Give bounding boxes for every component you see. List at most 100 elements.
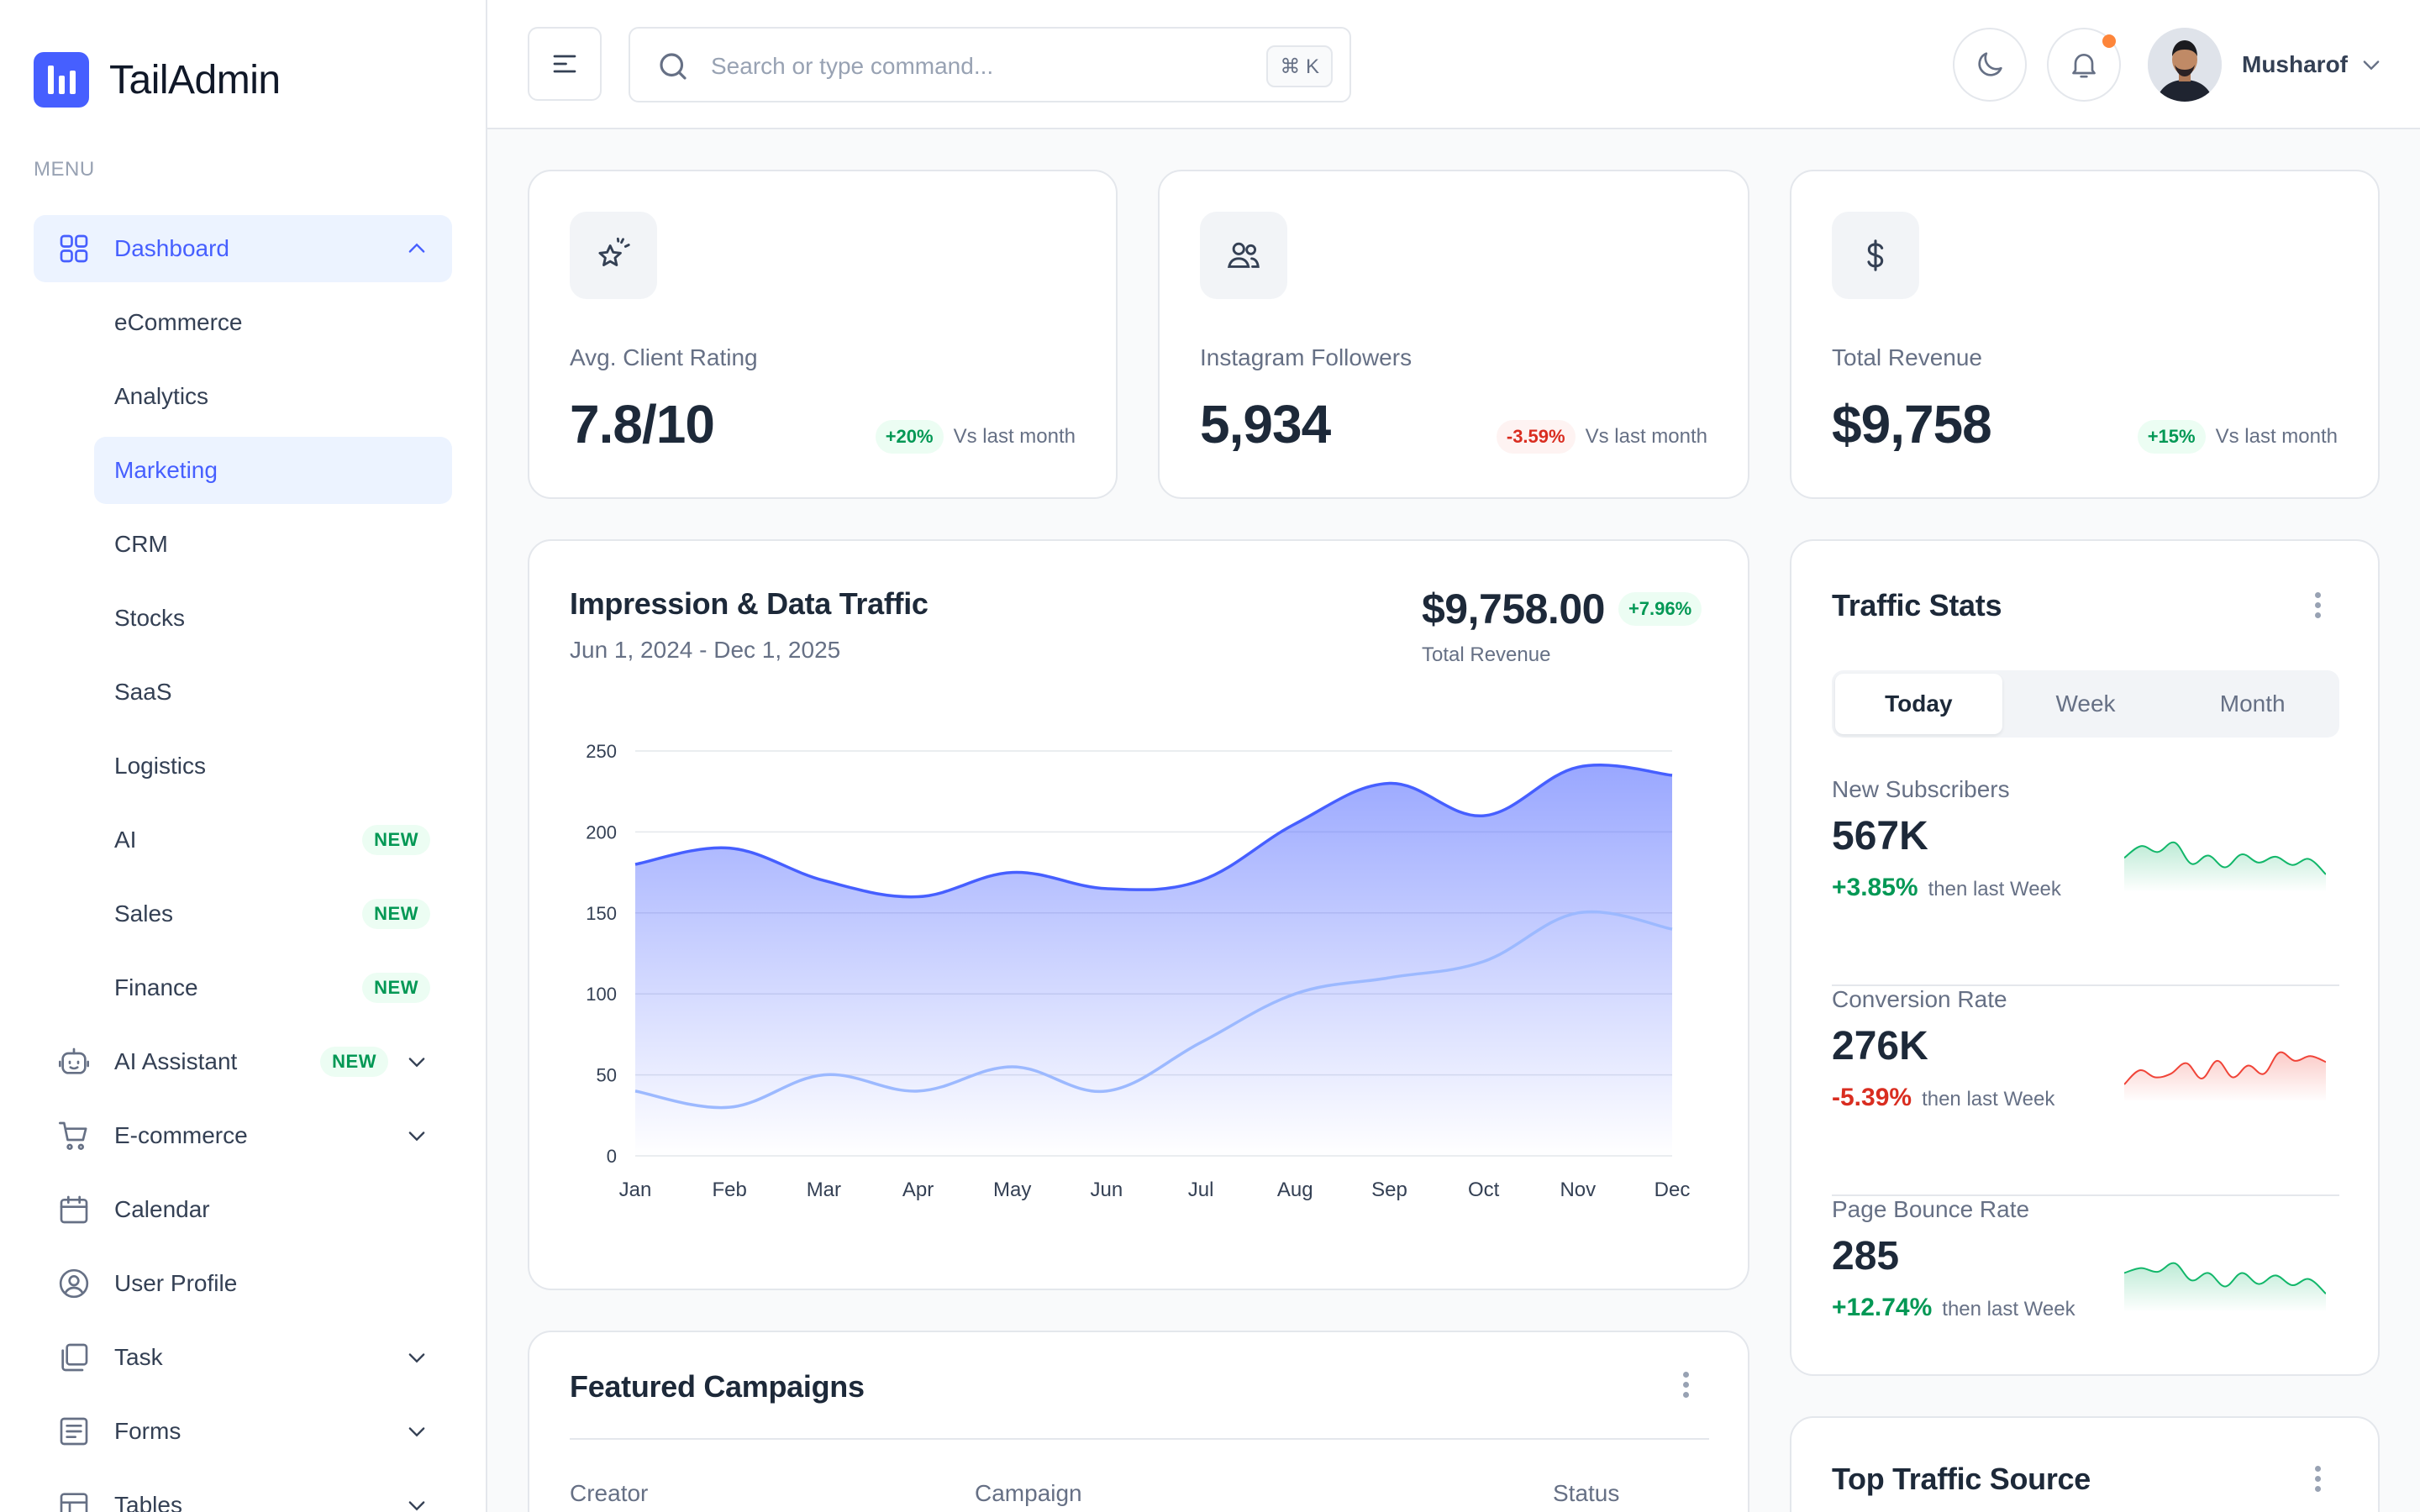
x-tick-label: May xyxy=(993,1179,1031,1201)
date-range: Jun 1, 2024 - Dec 1, 2025 xyxy=(570,637,841,663)
x-tick-label: Sep xyxy=(1371,1179,1407,1201)
series-1-area xyxy=(635,764,1672,1156)
search-input[interactable] xyxy=(711,45,1198,87)
submenu-item-ai[interactable]: AI NEW xyxy=(94,806,452,874)
chevron-down-icon xyxy=(2363,60,2380,71)
y-tick-label: 100 xyxy=(586,984,617,1005)
notifications-button[interactable] xyxy=(2047,28,2121,102)
sparkline-line xyxy=(2124,1262,2326,1294)
sidebar-item-task[interactable]: Task xyxy=(34,1324,452,1391)
stat-value: 567K xyxy=(1832,814,1928,858)
stat-change: +3.85% then last Week xyxy=(1832,874,2061,902)
change-badge: -3.59% xyxy=(1496,420,1576,454)
more-options-icon[interactable] xyxy=(2301,1462,2334,1495)
stat-new-subscribers: New Subscribers 567K +3.85% then last Wee… xyxy=(1832,776,2339,986)
sidebar-item-label: Dashboard xyxy=(114,235,229,261)
change-badge: +15% xyxy=(2137,420,2206,454)
submenu-item-stocks[interactable]: Stocks xyxy=(94,585,452,652)
chevron-down-icon xyxy=(408,1353,425,1363)
sidebar-item-tables[interactable]: Tables xyxy=(34,1472,452,1512)
sidebar-item-label: Forms xyxy=(114,1418,182,1444)
notification-dot xyxy=(2102,34,2116,48)
tab-month[interactable]: Month xyxy=(2219,690,2286,717)
period-tabs: Today Week Month xyxy=(1832,670,2339,738)
sidebar-item-ecommerce[interactable]: E-commerce xyxy=(34,1102,452,1169)
x-tick-label: Jan xyxy=(619,1179,652,1201)
submenu-item-crm[interactable]: CRM xyxy=(94,511,452,578)
table-icon xyxy=(60,1493,88,1512)
stat-conversion-rate: Conversion Rate 276K -5.39% then last Wee… xyxy=(1832,986,2339,1196)
metric-card-total-revenue: Total Revenue $9,758 +15% Vs last month xyxy=(1790,170,2380,499)
sidebar-item-label: Task xyxy=(114,1344,163,1370)
users-icon xyxy=(1227,242,1260,268)
menu-heading: MENU xyxy=(34,158,95,181)
stat-change-value: +12.74% xyxy=(1832,1294,1933,1321)
more-options-icon[interactable] xyxy=(2301,588,2334,622)
sidebar-item-forms[interactable]: Forms xyxy=(34,1398,452,1465)
revenue-summary: $9,758.00 +7.96% xyxy=(1422,585,1702,633)
submenu-item-sales[interactable]: Sales NEW xyxy=(94,880,452,948)
submenu-item-label: Finance xyxy=(114,974,198,1000)
submenu-item-label: Analytics xyxy=(114,383,209,409)
card-title: Top Traffic Source xyxy=(1832,1462,2091,1496)
sidebar-item-label: Tables xyxy=(114,1492,182,1512)
sparkline-chart xyxy=(2124,841,2326,892)
series-1-line xyxy=(634,764,1673,899)
stat-label: Page Bounce Rate xyxy=(1832,1196,2030,1222)
card-title: Traffic Stats xyxy=(1832,588,2002,622)
sidebar-item-dashboard[interactable]: Dashboard xyxy=(34,215,452,282)
sidebar-toggle-button[interactable] xyxy=(528,27,602,101)
chevron-down-icon xyxy=(408,1501,425,1511)
sidebar-item-ai-assistant[interactable]: AI Assistant NEW xyxy=(34,1028,452,1095)
sidebar-item-label: Calendar xyxy=(114,1196,210,1222)
chevron-down-icon xyxy=(408,1058,425,1068)
column-header-creator: Creator xyxy=(570,1480,649,1506)
tab-today[interactable]: Today xyxy=(1835,674,2002,734)
user-menu[interactable]: Musharof xyxy=(2148,27,2383,102)
x-tick-label: Nov xyxy=(1560,1179,1596,1201)
x-tick-label: Jun xyxy=(1091,1179,1123,1201)
sidebar-item-user-profile[interactable]: User Profile xyxy=(34,1250,452,1317)
change-note: Vs last month xyxy=(1585,425,1707,448)
new-badge: NEW xyxy=(362,973,430,1003)
tab-week[interactable]: Week xyxy=(2055,690,2116,717)
brand[interactable]: TailAdmin xyxy=(34,52,281,108)
submenu-item-marketing[interactable]: Marketing xyxy=(94,437,452,504)
new-badge: NEW xyxy=(362,825,430,855)
chevron-down-icon xyxy=(408,1427,425,1437)
submenu-item-ecommerce[interactable]: eCommerce xyxy=(94,289,452,356)
forms-icon xyxy=(60,1417,88,1446)
submenu-item-finance[interactable]: Finance NEW xyxy=(94,954,452,1021)
submenu-item-logistics[interactable]: Logistics xyxy=(94,732,452,800)
stat-value: 276K xyxy=(1832,1024,1928,1068)
stat-change: +12.74% then last Week xyxy=(1832,1294,2075,1322)
sidebar-item-label: User Profile xyxy=(114,1270,238,1296)
user-circle-icon xyxy=(59,1268,89,1299)
stat-change-note: then last Week xyxy=(1928,878,2061,900)
change-note: Vs last month xyxy=(2215,425,2338,448)
chevron-up-icon xyxy=(408,243,425,253)
top-header: ⌘ K Musharof xyxy=(487,0,2420,129)
x-tick-label: Mar xyxy=(807,1179,841,1201)
metric-value: $9,758 xyxy=(1832,394,1992,454)
dark-mode-toggle[interactable] xyxy=(1953,28,2027,102)
submenu-item-saas[interactable]: SaaS xyxy=(94,659,452,726)
sidebar-item-calendar[interactable]: Calendar xyxy=(34,1176,452,1243)
submenu-item-analytics[interactable]: Analytics xyxy=(94,363,452,430)
dashboard-submenu: eCommerce Analytics Marketing CRM Stocks… xyxy=(34,289,452,1021)
stat-change-note: then last Week xyxy=(1922,1088,2055,1110)
change-badge: +20% xyxy=(875,420,944,454)
sidebar-item-label: AI Assistant xyxy=(114,1048,238,1074)
stat-value: 285 xyxy=(1832,1234,1900,1278)
stat-change-note: then last Week xyxy=(1942,1298,2075,1320)
more-options-icon[interactable] xyxy=(1669,1368,1702,1401)
grid-icon xyxy=(60,234,88,263)
sparkline-line xyxy=(2124,841,2326,875)
x-tick-label: Oct xyxy=(1468,1179,1500,1201)
y-tick-label: 50 xyxy=(597,1065,617,1086)
column-header-status: Status xyxy=(1553,1480,1620,1506)
search-icon xyxy=(660,53,687,80)
metric-change: +20% Vs last month xyxy=(875,420,1076,454)
divider xyxy=(570,1438,1709,1440)
robot-icon xyxy=(59,1047,89,1074)
